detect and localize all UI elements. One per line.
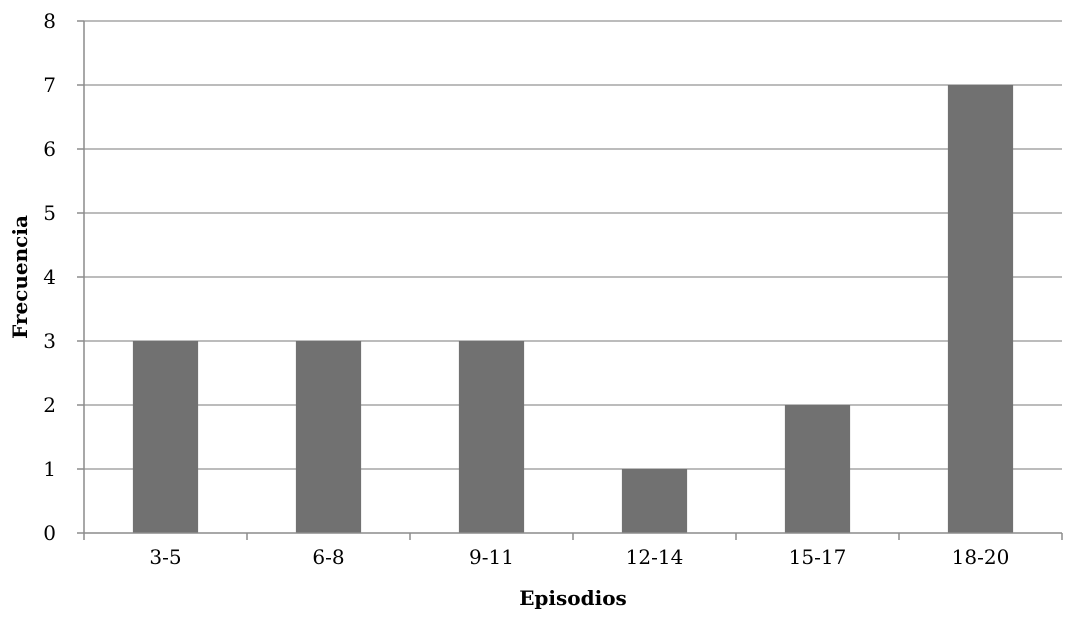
y-tick-label: 7 bbox=[43, 73, 56, 97]
bars bbox=[132, 85, 1014, 533]
x-tick-label: 9-11 bbox=[469, 545, 514, 569]
x-tick-label: 18-20 bbox=[952, 545, 1010, 569]
bar-18-20 bbox=[947, 85, 1014, 533]
y-axis-title: Frecuencia bbox=[8, 215, 32, 339]
x-axis-title: Episodios bbox=[519, 586, 627, 610]
x-tick-label: 3-5 bbox=[149, 545, 181, 569]
y-tick-label: 4 bbox=[43, 265, 56, 289]
bar-3-5 bbox=[132, 341, 199, 533]
y-tick-label: 0 bbox=[43, 521, 56, 545]
y-tick-label: 1 bbox=[43, 457, 56, 481]
axes bbox=[83, 21, 1062, 534]
bar-12-14 bbox=[621, 469, 688, 533]
bar-15-17 bbox=[784, 405, 851, 533]
y-tick-label: 8 bbox=[43, 9, 56, 33]
y-tick-label: 2 bbox=[43, 393, 56, 417]
y-tick-labels: 0 1 2 3 4 5 6 7 8 bbox=[43, 9, 56, 545]
x-tick-label: 15-17 bbox=[789, 545, 847, 569]
y-tick-label: 6 bbox=[43, 137, 56, 161]
bar-6-8 bbox=[295, 341, 362, 533]
gridlines bbox=[77, 20, 1063, 540]
x-tick-label: 6-8 bbox=[312, 545, 344, 569]
bar-9-11 bbox=[458, 341, 525, 533]
x-tick-label: 12-14 bbox=[626, 545, 684, 569]
x-tick-labels: 3-5 6-8 9-11 12-14 15-17 18-20 bbox=[149, 545, 1009, 569]
y-tick-label: 3 bbox=[43, 329, 56, 353]
y-tick-label: 5 bbox=[43, 201, 56, 225]
